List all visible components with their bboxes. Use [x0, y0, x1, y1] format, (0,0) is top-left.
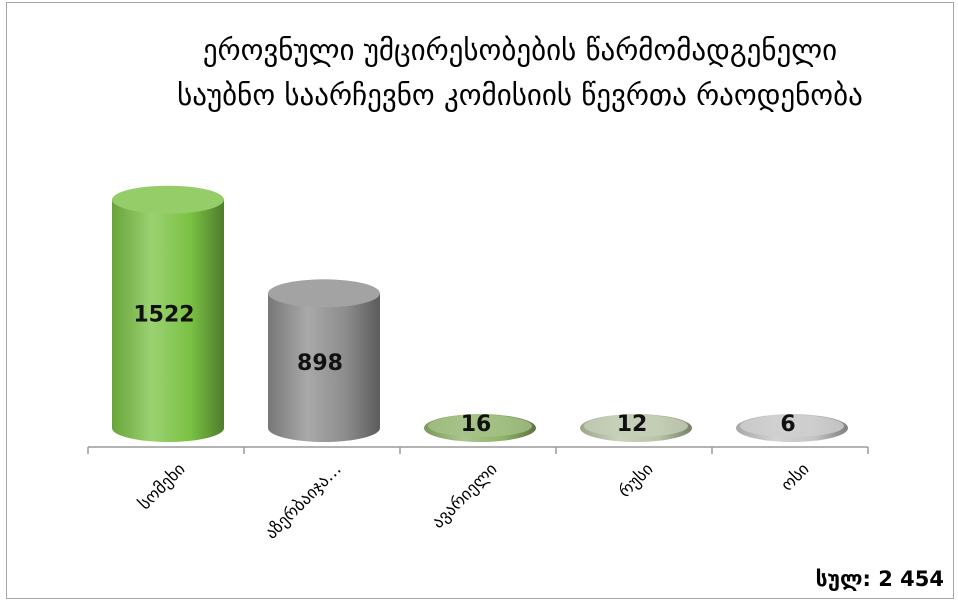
data-label: 12 — [617, 412, 648, 437]
category-label: ოსი — [777, 459, 813, 495]
category-label: სომეხი — [135, 459, 190, 514]
bar-body — [268, 293, 380, 442]
category-label: აზერბაიჯა… — [261, 459, 345, 543]
bar-disc-top — [584, 415, 688, 437]
bar-disc-top — [428, 415, 532, 437]
chart-title: ეროვნული უმცირესობების წარმომადგენელი სა… — [120, 28, 920, 118]
bar-disc-top — [740, 415, 844, 437]
category-label: ავარიელი — [428, 459, 501, 532]
bar-top — [112, 185, 224, 214]
bar-top — [268, 279, 380, 308]
chart-title-line-2: საუბნო საარჩევნო კომისიის წევრთა რაოდენო… — [177, 78, 863, 112]
data-label: 898 — [297, 351, 343, 376]
total-label: სულ: 2 454 — [815, 567, 944, 591]
data-label: 6 — [780, 412, 795, 437]
data-label: 1522 — [133, 302, 194, 327]
bar-body — [112, 199, 224, 442]
data-label: 16 — [461, 412, 492, 437]
chart-title-line-1: ეროვნული უმცირესობების წარმომადგენელი — [202, 33, 838, 67]
category-label: რუსი — [615, 459, 657, 501]
